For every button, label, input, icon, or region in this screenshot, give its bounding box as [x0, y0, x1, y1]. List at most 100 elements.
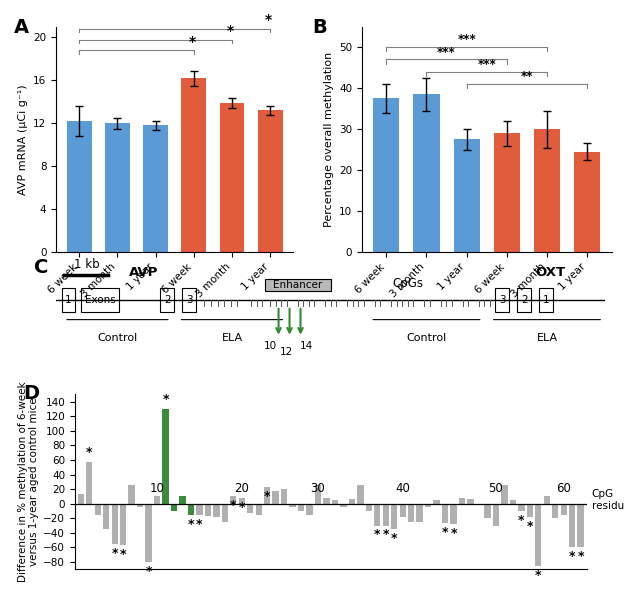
Text: ELA: ELA: [537, 333, 557, 343]
Text: 60: 60: [556, 482, 571, 495]
Bar: [467, 499, 474, 503]
Text: 20: 20: [235, 482, 249, 495]
Bar: [264, 487, 270, 503]
Text: *: *: [238, 500, 245, 514]
Bar: [265, 279, 331, 291]
Bar: [112, 503, 118, 544]
Text: AVP: AVP: [129, 266, 158, 279]
Bar: [494, 133, 520, 252]
Text: CpG
residues: CpG residues: [592, 489, 624, 511]
Bar: [434, 500, 440, 503]
Bar: [535, 503, 542, 566]
Text: *: *: [162, 393, 168, 406]
Text: 14: 14: [300, 341, 313, 351]
Bar: [196, 503, 203, 515]
Text: 50: 50: [489, 482, 504, 495]
Bar: [290, 503, 296, 508]
Bar: [416, 503, 423, 522]
Text: *: *: [188, 34, 195, 49]
Text: *: *: [86, 446, 92, 459]
Bar: [459, 498, 466, 503]
Bar: [144, 125, 168, 252]
Bar: [383, 503, 389, 525]
Bar: [230, 496, 236, 503]
Bar: [188, 503, 194, 515]
Text: *: *: [120, 548, 127, 561]
Bar: [247, 503, 253, 513]
Text: CpGs: CpGs: [392, 278, 423, 291]
Text: *: *: [569, 550, 575, 563]
Text: 1: 1: [65, 295, 72, 305]
Bar: [213, 503, 220, 517]
Text: *: *: [264, 490, 270, 503]
Text: *: *: [230, 499, 236, 512]
Text: *: *: [383, 528, 389, 541]
Bar: [518, 503, 525, 511]
Text: 1: 1: [543, 295, 550, 305]
Text: *: *: [451, 527, 457, 540]
Text: D: D: [24, 384, 40, 403]
Text: *: *: [374, 528, 381, 541]
Bar: [442, 503, 448, 524]
Text: *: *: [391, 532, 397, 545]
Bar: [220, 103, 245, 252]
Bar: [95, 503, 101, 515]
Bar: [129, 486, 135, 503]
Bar: [171, 503, 177, 511]
Text: 10: 10: [150, 482, 165, 495]
Text: 30: 30: [311, 482, 325, 495]
Bar: [315, 486, 321, 503]
Text: 2: 2: [164, 295, 171, 305]
Bar: [569, 503, 575, 547]
Bar: [306, 503, 313, 515]
Text: *: *: [535, 569, 542, 582]
Bar: [77, 494, 84, 503]
Bar: [534, 129, 560, 252]
Bar: [408, 503, 414, 522]
Bar: [281, 489, 287, 503]
Bar: [425, 503, 431, 508]
Text: *: *: [518, 514, 525, 527]
Bar: [484, 503, 490, 518]
Bar: [574, 152, 600, 252]
Bar: [137, 503, 144, 508]
Bar: [258, 110, 283, 252]
Bar: [454, 139, 480, 252]
Text: *: *: [196, 518, 203, 531]
Text: 3: 3: [499, 295, 505, 305]
Text: Control: Control: [97, 333, 138, 343]
Bar: [162, 409, 168, 503]
Bar: [120, 503, 126, 545]
Bar: [340, 503, 346, 508]
Text: *: *: [112, 547, 118, 560]
Text: ***: ***: [457, 33, 476, 46]
Y-axis label: AVP mRNA (μCi g⁻¹): AVP mRNA (μCi g⁻¹): [17, 84, 27, 195]
Text: *: *: [188, 518, 194, 531]
Bar: [527, 503, 533, 517]
Text: ***: ***: [437, 46, 456, 59]
Text: ***: ***: [477, 58, 496, 71]
Bar: [323, 498, 329, 503]
Bar: [373, 98, 399, 252]
Bar: [222, 503, 228, 522]
Text: Exons: Exons: [85, 295, 115, 305]
Bar: [182, 78, 206, 252]
Bar: [103, 503, 109, 529]
Text: C: C: [34, 258, 49, 277]
Text: OXT: OXT: [535, 266, 565, 279]
Bar: [495, 288, 509, 312]
Text: Control: Control: [406, 333, 447, 343]
Text: *: *: [145, 565, 152, 578]
Text: *: *: [227, 24, 233, 38]
Bar: [182, 288, 196, 312]
Bar: [357, 486, 364, 503]
Text: *: *: [577, 550, 584, 563]
Bar: [67, 121, 92, 252]
Bar: [145, 503, 152, 562]
Bar: [544, 496, 550, 503]
Y-axis label: Difference in % methylation of 6-week
versus 1-year aged control mice: Difference in % methylation of 6-week ve…: [17, 381, 39, 582]
Bar: [517, 288, 531, 312]
Text: 1 kb: 1 kb: [74, 257, 99, 270]
Bar: [86, 462, 92, 503]
Bar: [349, 499, 355, 503]
